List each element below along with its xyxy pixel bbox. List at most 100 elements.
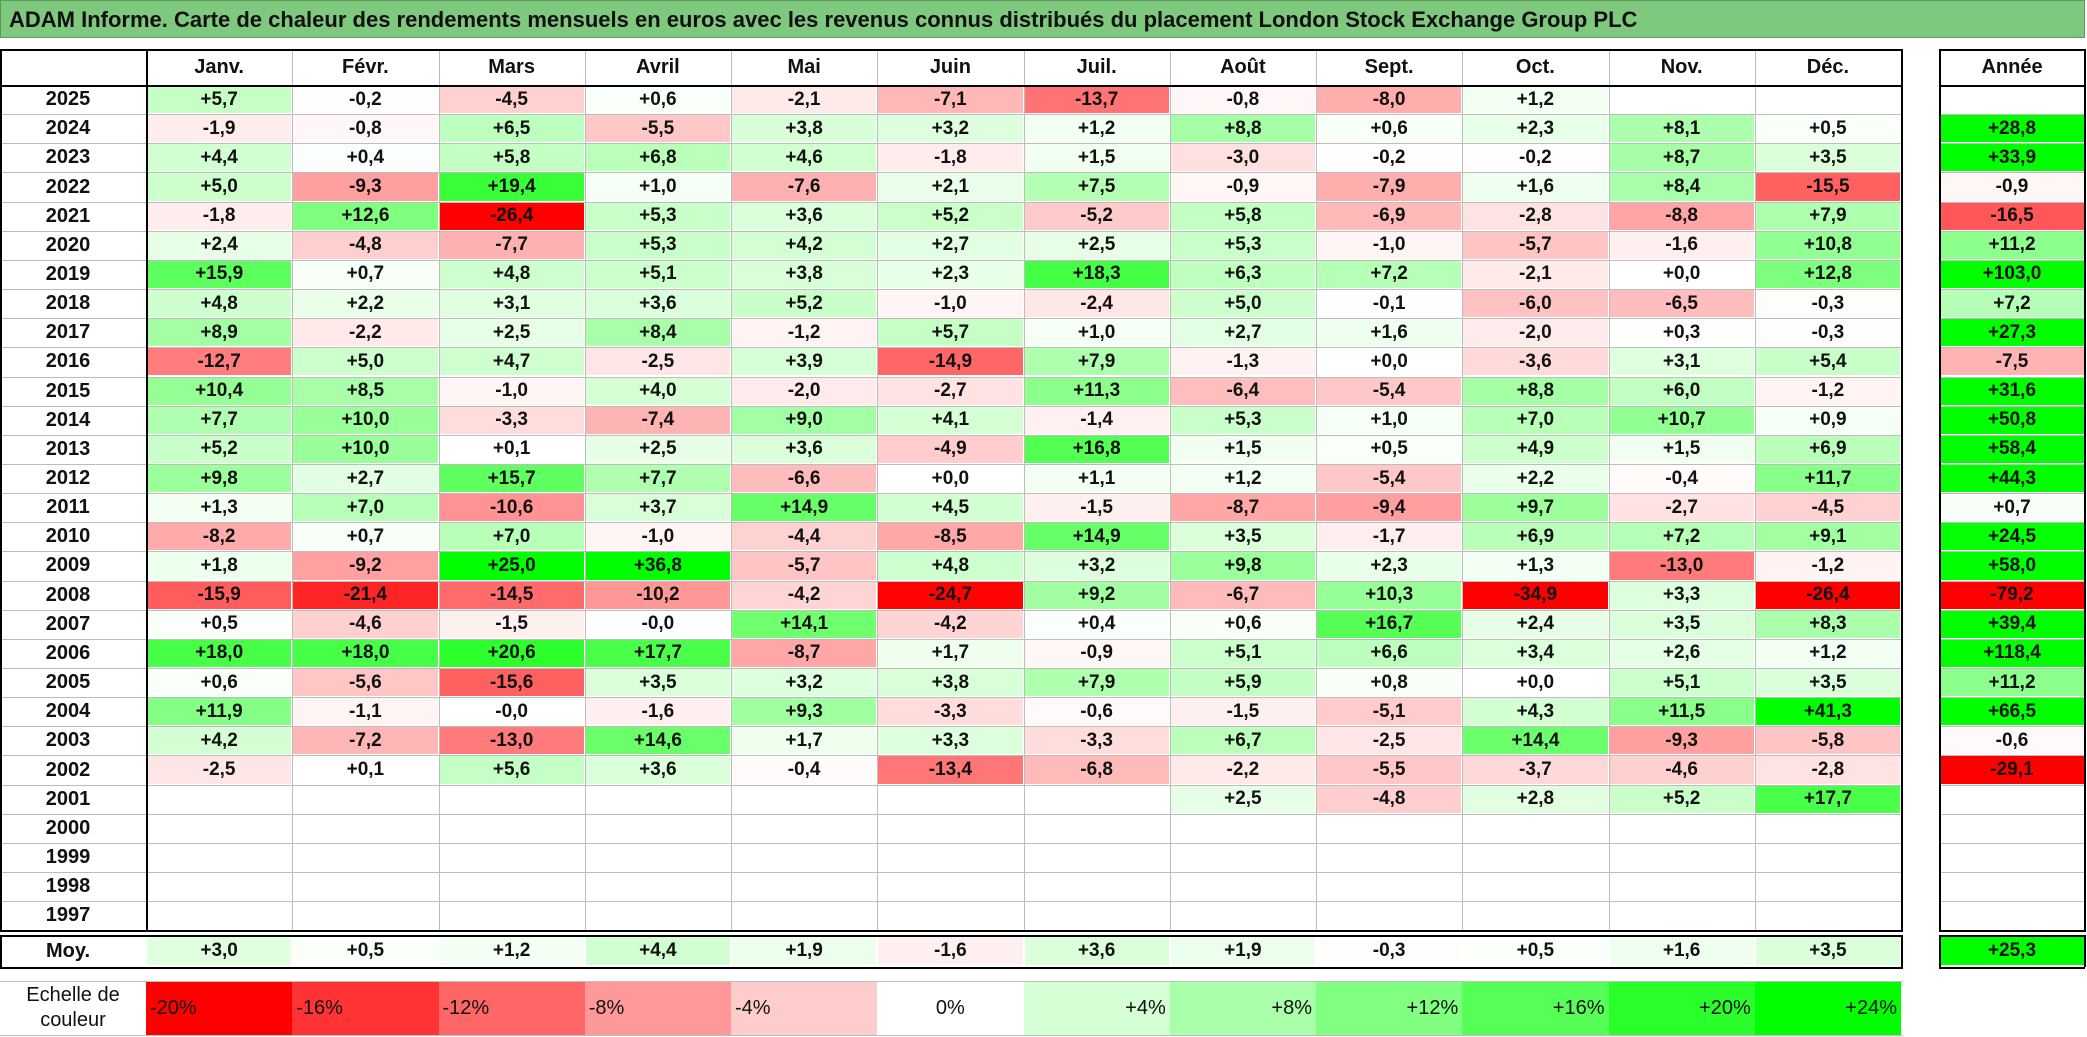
month-return-cell: -0,3	[1755, 319, 1900, 347]
month-return-cell: +5,8	[1170, 202, 1315, 230]
grid-line	[0, 784, 1901, 786]
month-return-cell: -6,7	[1170, 581, 1315, 609]
month-return-cell: -15,9	[147, 581, 292, 609]
grid-line	[0, 813, 1901, 815]
grid-line	[0, 1035, 1903, 1036]
month-return-cell	[1317, 843, 1462, 872]
month-return-cell: -1,5	[439, 610, 584, 638]
month-return-cell: -8,5	[878, 523, 1023, 551]
grid-line	[0, 434, 1901, 436]
month-return-cell: -3,6	[1463, 348, 1608, 376]
month-return-cell: +5,4	[1755, 348, 1900, 376]
month-return-cell: +14,4	[1463, 727, 1608, 755]
month-return-cell: -7,6	[732, 173, 877, 201]
month-return-cell: -13,0	[1609, 552, 1754, 580]
month-return-cell: +14,9	[732, 494, 877, 522]
month-return-cell: +0,7	[293, 523, 438, 551]
grid-line	[0, 201, 1901, 203]
month-return-cell: +1,3	[147, 494, 292, 522]
month-return-cell: +2,4	[1463, 610, 1608, 638]
grid-line	[1939, 580, 2085, 582]
grid-line	[0, 230, 1901, 232]
month-return-cell: -4,8	[293, 231, 438, 259]
month-return-cell: -4,5	[439, 86, 584, 114]
month-return-cell: +5,0	[293, 348, 438, 376]
month-return-cell	[439, 785, 584, 813]
month-return-cell: +1,2	[1170, 464, 1315, 493]
month-return-cell: +11,9	[147, 698, 292, 726]
month-return-cell: -1,6	[1609, 231, 1754, 259]
month-return-cell: +2,3	[1463, 115, 1608, 143]
year-label: 2000	[45, 816, 91, 839]
grid-line	[1939, 347, 2085, 349]
month-return-cell: +3,6	[732, 202, 877, 230]
month-return-cell: -8,2	[147, 523, 292, 551]
month-return-cell: -7,2	[293, 727, 438, 755]
annual-return-cell	[1940, 873, 2084, 901]
month-return-cell: +3,7	[585, 494, 730, 522]
month-return-cell: -8,8	[1609, 202, 1754, 230]
month-return-cell: -24,7	[878, 581, 1023, 609]
grid-line	[0, 935, 1903, 937]
annual-return-cell: +33,9	[1940, 144, 2084, 172]
grid-line	[0, 638, 1901, 640]
month-return-cell	[1755, 843, 1900, 872]
month-return-cell: +8,7	[1609, 144, 1754, 172]
month-return-cell: +9,2	[1024, 581, 1169, 609]
month-return-cell: +3,5	[1755, 669, 1900, 697]
month-return-cell: -1,2	[1755, 377, 1900, 405]
month-return-cell: +5,8	[439, 144, 584, 172]
month-return-cell: -5,4	[1317, 464, 1462, 493]
grid-line	[1462, 49, 1464, 931]
month-return-cell: +2,1	[878, 173, 1023, 201]
month-return-cell: +8,3	[1755, 610, 1900, 638]
month-return-cell: +12,8	[1755, 260, 1900, 289]
month-return-cell: -14,5	[439, 581, 584, 609]
grid-line	[1939, 930, 2086, 933]
month-return-cell	[878, 814, 1023, 842]
month-return-cell: +1,2	[1463, 86, 1608, 114]
grid-line	[0, 85, 1901, 87]
month-return-cell: -15,5	[1755, 173, 1900, 201]
annual-return-cell: +7,2	[1940, 290, 2084, 318]
month-return-cell: +14,1	[732, 610, 877, 638]
color-scale-step: +20%	[1608, 981, 1755, 1035]
month-return-cell: -2,2	[1170, 756, 1315, 784]
month-return-cell: +5,3	[1170, 406, 1315, 434]
month-return-cell: -3,7	[1463, 756, 1608, 784]
grid-line	[0, 551, 1901, 553]
month-return-cell: +0,6	[1170, 610, 1315, 638]
month-return-cell: +10,7	[1609, 406, 1754, 434]
color-scale-label: Echelle de couleur	[0, 981, 146, 1035]
month-return-cell: +4,2	[732, 231, 877, 259]
month-return-cell: -3,3	[1024, 727, 1169, 755]
month-return-cell: -1,0	[439, 377, 584, 405]
month-return-cell: +7,9	[1024, 669, 1169, 697]
month-return-cell	[1317, 814, 1462, 842]
month-return-cell: +3,4	[1463, 639, 1608, 667]
month-return-cell: +2,5	[585, 435, 730, 463]
month-return-cell: +3,3	[1609, 581, 1754, 609]
year-label: 2004	[45, 700, 91, 723]
grid-line	[0, 49, 2, 931]
month-return-cell	[293, 843, 438, 872]
month-return-cell: -2,5	[1317, 727, 1462, 755]
month-return-cell: +2,8	[1463, 785, 1608, 813]
month-return-cell: +8,5	[293, 377, 438, 405]
month-return-cell: -2,1	[732, 86, 877, 114]
month-return-cell: +9,0	[732, 406, 877, 434]
month-return-cell: +0,1	[293, 756, 438, 784]
report-title: ADAM Informe. Carte de chaleur des rende…	[0, 0, 2085, 38]
month-return-cell: +0,6	[585, 86, 730, 114]
month-return-cell: +3,8	[732, 260, 877, 289]
grid-line	[1939, 463, 2085, 465]
month-return-cell: +0,1	[439, 435, 584, 463]
color-scale-step: -20%	[146, 981, 293, 1035]
month-return-cell: +0,4	[293, 144, 438, 172]
color-scale-step: +4%	[1023, 981, 1170, 1035]
month-return-cell: -1,0	[585, 523, 730, 551]
average-label: Moy.	[45, 939, 91, 962]
month-return-cell: +3,2	[878, 115, 1023, 143]
month-return-cell: -5,7	[732, 552, 877, 580]
